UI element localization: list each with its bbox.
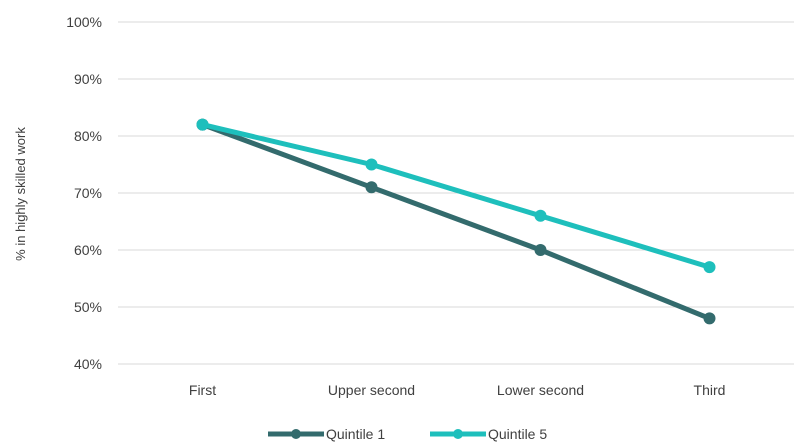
y-tick-label: 90% <box>74 71 102 87</box>
y-tick-label: 50% <box>74 299 102 315</box>
series-2 <box>196 118 716 274</box>
legend-label: Quintile 5 <box>488 426 547 442</box>
legend-marker <box>453 429 463 439</box>
x-tick-label: Third <box>694 382 726 398</box>
legend-marker <box>291 429 301 439</box>
y-axis-title: % in highly skilled work <box>13 127 28 261</box>
data-point <box>703 312 716 325</box>
legend-item: Quintile 1 <box>268 426 385 442</box>
y-tick-label: 60% <box>74 242 102 258</box>
data-point <box>534 244 547 256</box>
x-tick-label: Upper second <box>328 382 415 398</box>
data-point <box>365 158 378 171</box>
x-tick-label: First <box>189 382 216 398</box>
series-line <box>200 122 712 270</box>
y-tick-label: 100% <box>66 14 102 30</box>
data-point <box>534 209 547 222</box>
x-tick-label: Lower second <box>497 382 584 398</box>
x-axis-ticks: First Upper second Lower second Third <box>189 382 726 398</box>
y-axis-ticks: 40% 50% 60% 70% 80% 90% 100% <box>66 14 102 372</box>
y-tick-label: 40% <box>74 356 102 372</box>
y-tick-label: 80% <box>74 128 102 144</box>
legend: Quintile 1 Quintile 5 <box>268 426 547 442</box>
series-line <box>200 122 712 321</box>
data-point <box>365 181 378 194</box>
series-lines <box>196 118 716 325</box>
series-1 <box>196 118 716 325</box>
legend-label: Quintile 1 <box>326 426 385 442</box>
data-point <box>703 261 716 274</box>
data-point <box>196 118 209 131</box>
legend-item: Quintile 5 <box>430 426 547 442</box>
y-tick-label: 70% <box>74 185 102 201</box>
